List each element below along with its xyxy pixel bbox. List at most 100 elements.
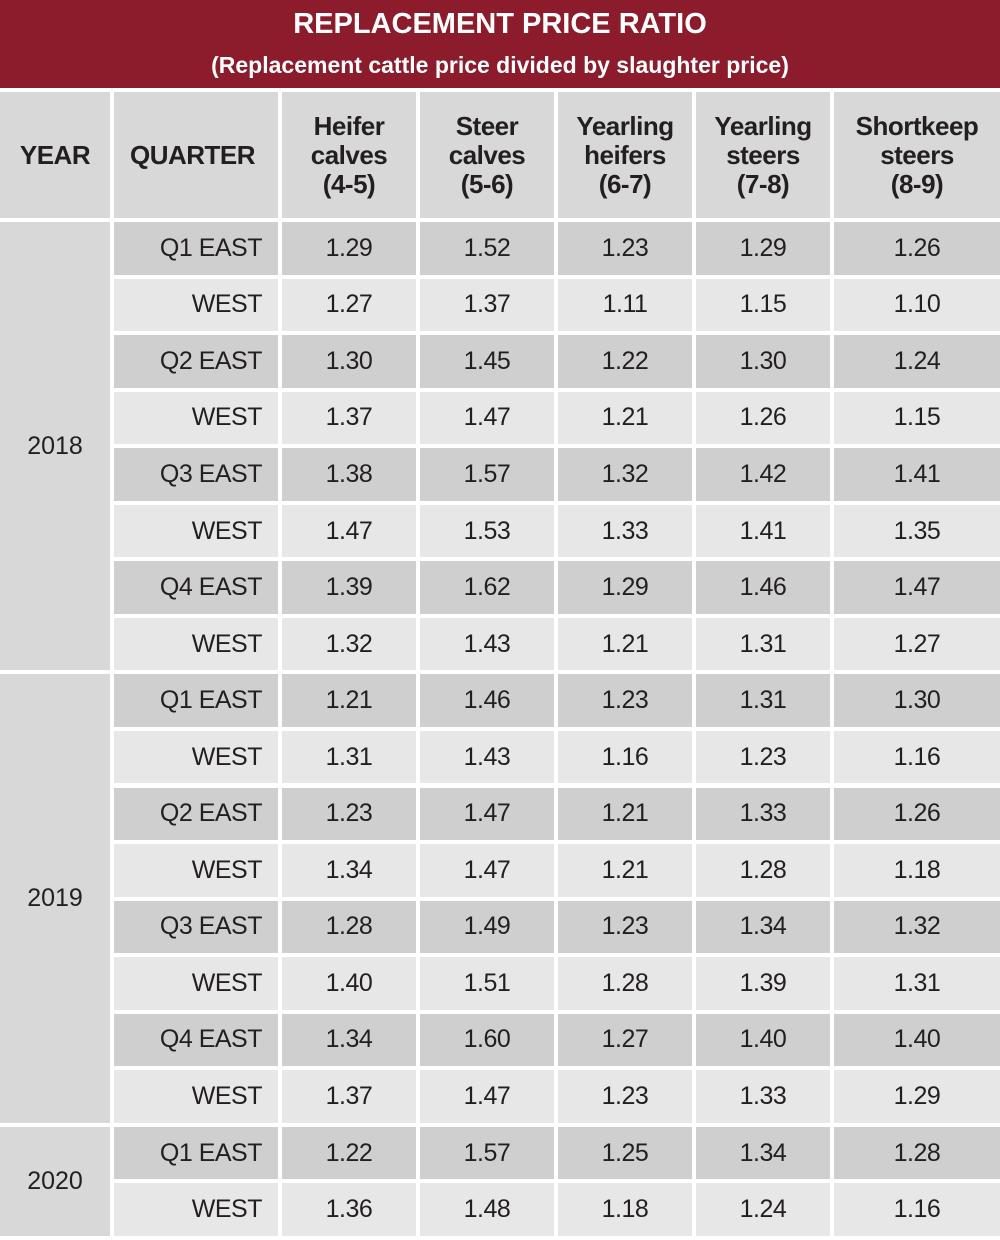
value-cell: 1.28 xyxy=(558,957,692,1010)
header-line: calves xyxy=(448,139,526,170)
value-cell: 1.15 xyxy=(834,391,1000,445)
value-cell: 1.35 xyxy=(834,504,1000,558)
value-cell: 1.26 xyxy=(696,391,830,445)
value-cell: 1.18 xyxy=(558,1183,692,1236)
value-cell: 1.47 xyxy=(420,1070,554,1123)
quarter-cell: WEST xyxy=(114,278,278,332)
column-header: Heifer calves (4-5) xyxy=(282,92,416,218)
value-cell: 1.57 xyxy=(420,448,554,501)
value-cell: 1.34 xyxy=(282,1013,416,1067)
quarter-cell: WEST xyxy=(114,504,278,558)
value-cell: 1.33 xyxy=(558,504,692,558)
value-cell: 1.32 xyxy=(558,448,692,501)
title: REPLACEMENT PRICE RATIO xyxy=(293,8,707,40)
column-header: Shortkeep steers (8-9) xyxy=(834,92,1000,218)
quarter-cell: Q1 EAST xyxy=(114,1126,278,1180)
value-cell: 1.33 xyxy=(696,1070,830,1123)
quarter-cell: WEST xyxy=(114,391,278,445)
value-cell: 1.21 xyxy=(558,391,692,445)
value-cell: 1.23 xyxy=(696,730,830,784)
value-cell: 1.47 xyxy=(420,391,554,445)
column-header: Yearling steers (7-8) xyxy=(696,92,830,218)
value-cell: 1.16 xyxy=(558,730,692,784)
value-cell: 1.31 xyxy=(696,617,830,671)
year-cell: 2018 xyxy=(0,222,110,671)
value-cell: 1.47 xyxy=(834,561,1000,614)
value-cell: 1.21 xyxy=(558,617,692,671)
value-cell: 1.15 xyxy=(696,278,830,332)
value-cell: 1.47 xyxy=(282,504,416,558)
quarter-cell: Q2 EAST xyxy=(114,335,278,388)
value-cell: 1.30 xyxy=(834,674,1000,727)
quarter-cell: Q4 EAST xyxy=(114,1013,278,1067)
value-cell: 1.36 xyxy=(282,1183,416,1236)
subtitle: (Replacement cattle price divided by sla… xyxy=(211,52,789,78)
quarter-cell: Q3 EAST xyxy=(114,448,278,501)
header-line: heifers xyxy=(584,139,666,170)
value-cell: 1.23 xyxy=(558,900,692,954)
header-line: steers xyxy=(880,139,954,170)
value-cell: 1.40 xyxy=(696,1013,830,1067)
value-cell: 1.21 xyxy=(282,674,416,727)
quarter-cell: Q1 EAST xyxy=(114,674,278,727)
value-cell: 1.21 xyxy=(558,787,692,841)
value-cell: 1.32 xyxy=(282,617,416,671)
header-line: (5-6) xyxy=(460,168,514,199)
header-line: QUARTER xyxy=(130,139,256,170)
value-cell: 1.46 xyxy=(696,561,830,614)
value-cell: 1.34 xyxy=(696,900,830,954)
value-cell: 1.52 xyxy=(420,222,554,275)
value-cell: 1.39 xyxy=(282,561,416,614)
value-cell: 1.47 xyxy=(420,844,554,897)
column-header: Steer calves (5-6) xyxy=(420,92,554,218)
value-cell: 1.23 xyxy=(558,1070,692,1123)
value-cell: 1.34 xyxy=(696,1126,830,1180)
value-cell: 1.37 xyxy=(282,1070,416,1123)
value-cell: 1.26 xyxy=(834,787,1000,841)
year-cell: 2020 xyxy=(0,1126,110,1236)
value-cell: 1.45 xyxy=(420,335,554,388)
value-cell: 1.46 xyxy=(420,674,554,727)
value-cell: 1.39 xyxy=(696,957,830,1010)
quarter-cell: WEST xyxy=(114,730,278,784)
value-cell: 1.29 xyxy=(558,561,692,614)
value-cell: 1.27 xyxy=(282,278,416,332)
value-cell: 1.22 xyxy=(282,1126,416,1180)
quarter-cell: WEST xyxy=(114,1070,278,1123)
value-cell: 1.30 xyxy=(282,335,416,388)
value-cell: 1.31 xyxy=(282,730,416,784)
column-header: Yearling heifers (6-7) xyxy=(558,92,692,218)
header-line: Steer xyxy=(455,110,519,141)
header-line: calves xyxy=(310,139,388,170)
value-cell: 1.47 xyxy=(420,787,554,841)
value-cell: 1.24 xyxy=(834,335,1000,388)
value-cell: 1.31 xyxy=(834,957,1000,1010)
value-cell: 1.24 xyxy=(696,1183,830,1236)
header-line: steers xyxy=(726,139,800,170)
value-cell: 1.16 xyxy=(834,730,1000,784)
value-cell: 1.31 xyxy=(696,674,830,727)
value-cell: 1.18 xyxy=(834,844,1000,897)
quarter-cell: Q4 EAST xyxy=(114,561,278,614)
value-cell: 1.16 xyxy=(834,1183,1000,1236)
value-cell: 1.42 xyxy=(696,448,830,501)
value-cell: 1.28 xyxy=(696,844,830,897)
value-cell: 1.37 xyxy=(420,278,554,332)
quarter-cell: WEST xyxy=(114,1183,278,1236)
value-cell: 1.30 xyxy=(696,335,830,388)
quarter-cell: Q2 EAST xyxy=(114,787,278,841)
title-band xyxy=(0,0,1000,88)
value-cell: 1.41 xyxy=(834,448,1000,501)
value-cell: 1.22 xyxy=(558,335,692,388)
quarter-cell: Q1 EAST xyxy=(114,222,278,275)
value-cell: 1.49 xyxy=(420,900,554,954)
header-line: (4-5) xyxy=(322,168,376,199)
value-cell: 1.29 xyxy=(696,222,830,275)
value-cell: 1.28 xyxy=(834,1126,1000,1180)
value-cell: 1.23 xyxy=(558,674,692,727)
value-cell: 1.51 xyxy=(420,957,554,1010)
header-line: (6-7) xyxy=(598,168,652,199)
header-line: (7-8) xyxy=(736,168,790,199)
value-cell: 1.29 xyxy=(834,1070,1000,1123)
